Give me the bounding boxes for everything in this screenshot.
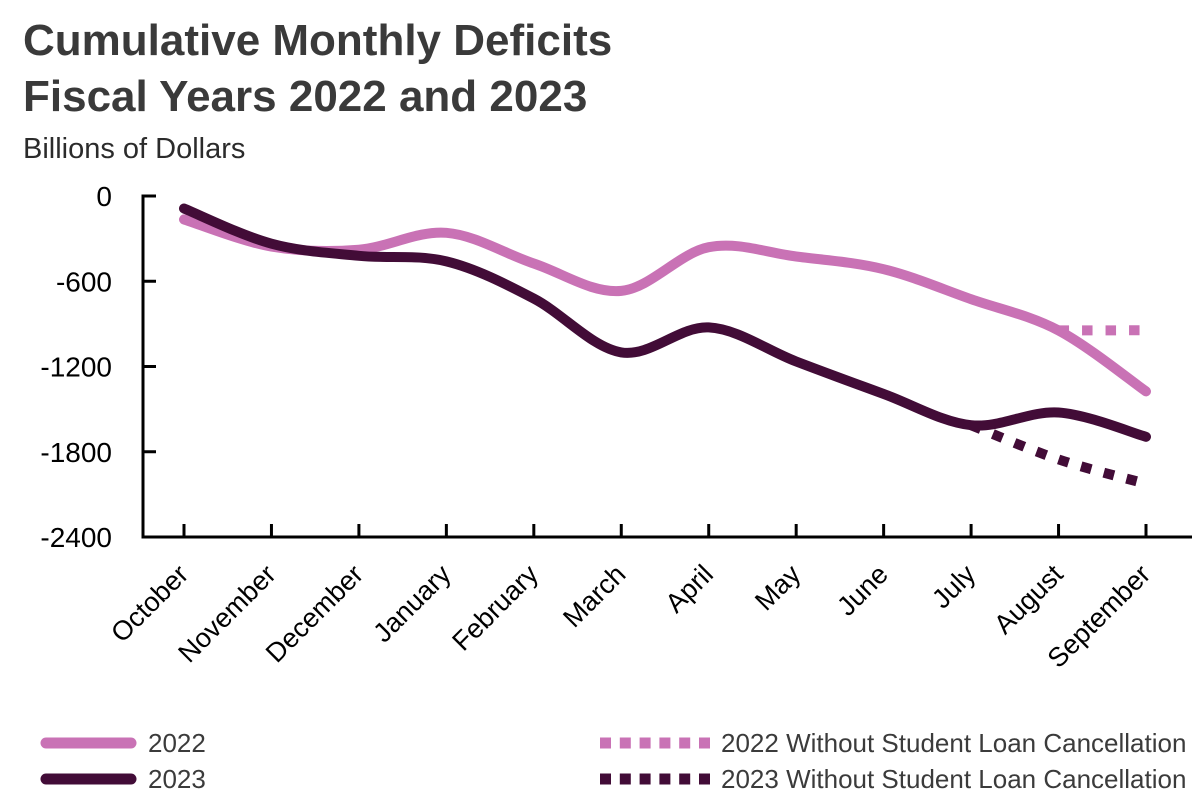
x-axis-label: October (105, 559, 194, 648)
chart-header: Cumulative Monthly Deficits Fiscal Years… (23, 13, 612, 165)
series-line-2022 (179, 214, 1151, 397)
x-axis-label: July (926, 559, 982, 615)
chart-subtitle: Billions of Dollars (23, 133, 246, 165)
legend-item-2023: 2023 (40, 764, 206, 794)
legend-item-2022: 2022 (40, 728, 206, 758)
chart-title: Cumulative Monthly Deficits Fiscal Years… (23, 13, 612, 125)
legend-swatch-2023-solid-line (40, 773, 137, 785)
legend-label-2022-without-cancellation: 2022 Without Student Loan Cancellation (721, 727, 1187, 758)
y-axis-label: 0 (96, 181, 112, 212)
legend-swatch-2023-dotted-line (600, 773, 711, 785)
y-axis-label: -600 (56, 266, 112, 297)
x-axis-label: February (446, 559, 544, 657)
series-line-2023 (179, 203, 1151, 442)
legend-item-2022-without-cancellation: 2022 Without Student Loan Cancellation (600, 728, 1186, 758)
legend-item-2023-without-cancellation: 2023 Without Student Loan Cancellation (600, 764, 1186, 794)
y-axis-label: -1800 (40, 437, 112, 468)
chart-title-line2: Fiscal Years 2022 and 2023 (23, 72, 588, 121)
x-axis-label: May (749, 559, 807, 617)
chart-title-line1: Cumulative Monthly Deficits (23, 16, 613, 65)
x-axis-label: April (660, 559, 719, 618)
y-axis-label: -1200 (40, 352, 112, 383)
y-axis-labels: 0 -600 -1200 -1800 -2400 (40, 181, 112, 553)
x-axis-label: March (557, 559, 631, 633)
y-axis-label: -2400 (40, 522, 112, 553)
x-axis-label: June (831, 559, 894, 622)
legend-label-2023-without-cancellation: 2023 Without Student Loan Cancellation (721, 763, 1187, 794)
legend-label-2022: 2022 (148, 727, 206, 758)
axes (141, 194, 1192, 539)
legend-label-2023: 2023 (148, 763, 206, 794)
x-axis-label: January (367, 559, 456, 648)
legend-swatch-2022-dotted-line (600, 737, 711, 749)
legend-swatch-2022-solid-line (40, 737, 137, 749)
series-line-2023-without-student-loan-cancellation (969, 420, 1148, 489)
series-lines (179, 203, 1151, 489)
x-axis-label: August (988, 559, 1069, 640)
